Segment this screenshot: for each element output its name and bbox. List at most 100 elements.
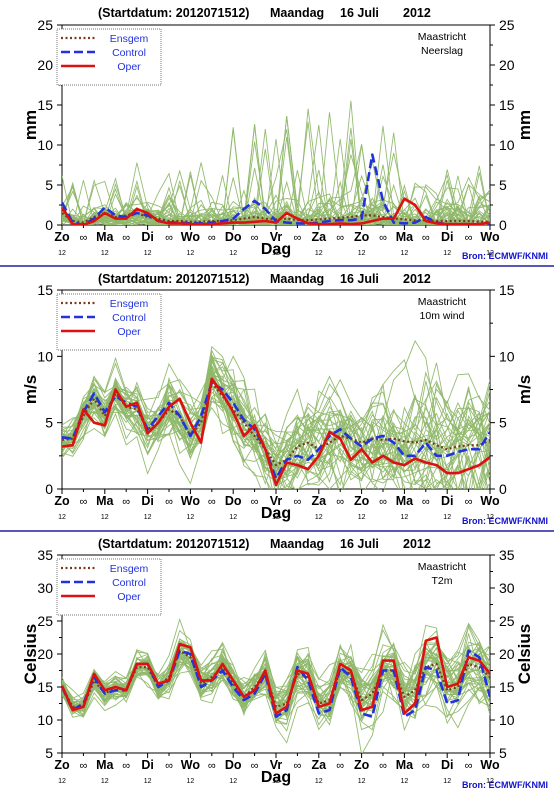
x-day-label: Zo <box>354 494 370 508</box>
y-tick-label-right: 15 <box>499 679 515 695</box>
x-day-label: Zo <box>54 230 70 244</box>
y-axis-label-right: Celsius <box>515 624 534 684</box>
x-hour-label: 12 <box>443 250 451 257</box>
y-tick-label-right: 10 <box>499 348 515 364</box>
control-line <box>62 649 490 719</box>
location-label: Maastricht <box>418 561 467 573</box>
x-hour-label: 12 <box>144 778 152 785</box>
x-midday-symbol: ∞ <box>293 496 301 508</box>
x-midday-symbol: ∞ <box>79 496 87 508</box>
x-day-label: Za <box>312 758 328 772</box>
x-midday-symbol: ∞ <box>122 232 130 244</box>
x-midday-symbol: ∞ <box>465 496 473 508</box>
x-hour-label: 12 <box>401 778 409 785</box>
x-day-label: Wo <box>181 230 201 244</box>
x-hour-label: 12 <box>272 778 280 785</box>
ensemble-member-line <box>62 112 490 225</box>
x-midday-symbol: ∞ <box>379 232 387 244</box>
ensemble-members <box>62 100 490 225</box>
ensemble-member-line <box>62 386 490 477</box>
y-tick-label-left: 20 <box>37 646 53 662</box>
y-axis-label-right: m/s <box>515 375 534 404</box>
x-hour-label: 12 <box>272 250 280 257</box>
x-midday-symbol: ∞ <box>208 760 216 772</box>
x-hour-label: 12 <box>101 514 109 521</box>
y-tick-label-left: 5 <box>45 415 53 431</box>
y-tick-label-left: 15 <box>37 97 53 113</box>
y-tick-label-left: 5 <box>45 177 53 193</box>
ensemble-member-line <box>62 154 490 225</box>
y-tick-label-right: 25 <box>499 17 515 33</box>
legend-label-oper: Oper <box>117 326 141 338</box>
legend-label-control: Control <box>112 312 146 324</box>
legend-label-oper: Oper <box>117 591 141 603</box>
x-hour-label: 12 <box>486 250 494 257</box>
x-midday-symbol: ∞ <box>379 760 387 772</box>
y-tick-label-left: 30 <box>37 580 53 596</box>
chart-panel-2: (Startdatum: 2012071512) Maandag 16 Juli 20… <box>21 272 548 526</box>
source-credit: Bron: ECMWF/KNMI <box>462 516 548 526</box>
x-midday-symbol: ∞ <box>422 232 430 244</box>
y-tick-label-left: 10 <box>37 348 53 364</box>
x-day-label: Zo <box>54 758 70 772</box>
legend-label-control: Control <box>112 577 146 589</box>
x-hour-label: 12 <box>443 778 451 785</box>
y-tick-label-right: 5 <box>499 745 507 761</box>
legend-label-ensgem: Ensgem <box>110 33 149 45</box>
x-midday-symbol: ∞ <box>465 232 473 244</box>
x-day-label: Do <box>225 758 242 772</box>
legend-label-ensgem: Ensgem <box>110 563 149 575</box>
x-midday-symbol: ∞ <box>336 496 344 508</box>
y-tick-label-right: 15 <box>499 282 515 298</box>
legend: Ensgem Control Oper <box>56 28 162 86</box>
y-tick-label-left: 5 <box>45 745 53 761</box>
legend-label-ensgem: Ensgem <box>110 298 149 310</box>
x-midday-symbol: ∞ <box>293 760 301 772</box>
x-day-label: Wo <box>480 230 500 244</box>
x-midday-symbol: ∞ <box>465 760 473 772</box>
y-tick-label-right: 0 <box>499 217 507 233</box>
legend: Ensgem Control Oper <box>56 293 162 351</box>
x-hour-label: 12 <box>315 250 323 257</box>
plot-area <box>62 339 490 489</box>
x-midday-symbol: ∞ <box>251 232 259 244</box>
x-hour-label: 12 <box>443 514 451 521</box>
title-date: 16 Juli <box>340 537 379 551</box>
title-day: Maandag <box>270 6 324 20</box>
y-tick-label-right: 5 <box>499 415 507 431</box>
y-axis-label-left: mm <box>21 110 40 140</box>
x-midday-symbol: ∞ <box>251 760 259 772</box>
y-tick-label-left: 15 <box>37 679 53 695</box>
oper-line <box>62 197 490 225</box>
title-year: 2012 <box>403 537 431 551</box>
chart-panel-3: (Startdatum: 2012071512) Maandag 16 Juli 20… <box>21 537 548 790</box>
y-axis-label-left: m/s <box>21 375 40 404</box>
y-axis-label-left: Celsius <box>21 624 40 684</box>
title-start-date: (Startdatum: 2012071512) <box>98 272 249 286</box>
ensemble-member-line <box>62 357 490 489</box>
y-tick-label-left: 35 <box>37 547 53 563</box>
location-label: Maastricht <box>418 31 467 43</box>
x-midday-symbol: ∞ <box>422 760 430 772</box>
x-day-label: Ma <box>396 494 414 508</box>
y-axis-label-right: mm <box>515 110 534 140</box>
ensemble-member-line <box>62 353 490 484</box>
y-tick-label-left: 10 <box>37 712 53 728</box>
x-day-label: Di <box>441 230 454 244</box>
ensemble-member-line <box>62 356 490 489</box>
x-hour-label: 12 <box>358 514 366 521</box>
chart-title: (Startdatum: 2012071512) Maandag 16 Juli 20… <box>98 6 431 20</box>
x-hour-label: 12 <box>144 514 152 521</box>
x-midday-symbol: ∞ <box>336 232 344 244</box>
x-midday-symbol: ∞ <box>79 760 87 772</box>
x-day-label: Di <box>141 758 154 772</box>
x-hour-label: 12 <box>101 778 109 785</box>
x-hour-label: 12 <box>315 514 323 521</box>
chart-panel-1: (Startdatum: 2012071512) Maandag 16 Juli 20… <box>21 6 548 261</box>
x-day-label: Ma <box>96 758 114 772</box>
y-tick-label-left: 0 <box>45 481 53 497</box>
x-axis-label: Dag <box>261 241 291 258</box>
y-tick-label-right: 20 <box>499 57 515 73</box>
ensgem-line <box>62 381 490 467</box>
x-midday-symbol: ∞ <box>208 232 216 244</box>
